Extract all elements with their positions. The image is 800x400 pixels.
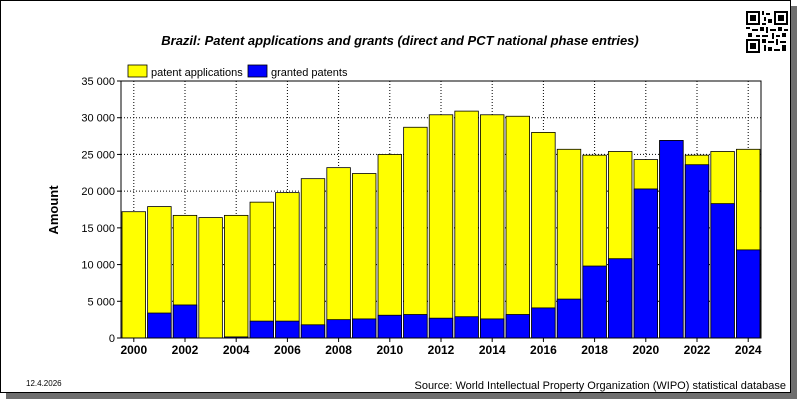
chart-title: Brazil: Patent applications and grants (…: [161, 33, 639, 48]
bar-grants: [736, 249, 761, 339]
y-tick-label: 20 000: [81, 186, 115, 198]
bar-applications: [326, 167, 351, 339]
bar-applications: [249, 201, 274, 339]
bar-applications: [454, 110, 479, 339]
frame-shadow-right: [791, 6, 797, 397]
bar-applications: [275, 192, 300, 339]
bar-applications: [505, 115, 530, 339]
bar-grants: [608, 258, 633, 339]
y-tick-label: 5 000: [87, 296, 115, 308]
x-tick-label: 2000: [120, 343, 147, 357]
x-tick-label: 2010: [376, 343, 403, 357]
qr-code-icon: [746, 11, 788, 53]
legend-label-grants: granted patents: [271, 67, 348, 79]
frame-shadow-bottom: [6, 393, 797, 399]
bar-applications: [352, 173, 377, 339]
x-tick-label: 2018: [581, 343, 608, 357]
bar-grants: [147, 312, 172, 339]
bar-grants: [352, 318, 377, 339]
bar-grants: [505, 314, 530, 339]
bar-grants: [684, 164, 710, 339]
bar-grants: [633, 188, 658, 339]
bar-applications: [531, 131, 556, 339]
bar-grants: [172, 304, 198, 339]
bars: [121, 110, 761, 339]
x-tick-label: 2020: [632, 343, 659, 357]
y-axis-ticks: 0 5 000 10 000 15 000 20 000 25 000 30 000 35 0…: [81, 76, 121, 345]
bar-grants: [556, 298, 582, 339]
y-tick-label: 30 000: [81, 113, 115, 125]
bar-grants: [480, 318, 505, 339]
legend: patent applications granted patents: [127, 64, 348, 79]
y-tick-label: 0: [109, 333, 115, 345]
y-tick-label: 15 000: [81, 223, 115, 235]
bar-grants: [300, 324, 326, 339]
bar-applications: [121, 211, 146, 339]
y-tick-label: 25 000: [81, 149, 115, 161]
bar-applications: [224, 214, 249, 339]
bar-grants: [659, 140, 684, 339]
x-axis-ticks: 2000 2002 2004 2006 2008 2010 2012 2014 2016 2018…: [120, 338, 762, 357]
bar-grants: [326, 319, 351, 339]
x-tick-label: 2012: [428, 343, 455, 357]
bar-applications: [480, 114, 505, 339]
legend-swatch-grants: [247, 64, 268, 78]
x-tick-label: 2016: [530, 343, 557, 357]
x-tick-label: 2024: [735, 343, 762, 357]
bar-grants: [454, 316, 479, 339]
y-axis-label: Amount: [46, 185, 61, 235]
bar-grants: [275, 320, 300, 339]
bar-grants: [403, 314, 428, 339]
bar-applications: [428, 114, 454, 339]
bar-grants: [428, 317, 454, 339]
x-tick-label: 2008: [325, 343, 352, 357]
legend-label-applications: patent applications: [151, 67, 243, 79]
bar-grants: [377, 314, 402, 339]
y-tick-label: 35 000: [81, 76, 115, 88]
x-tick-label: 2004: [223, 343, 250, 357]
bar-grants: [582, 265, 607, 339]
x-tick-label: 2006: [274, 343, 301, 357]
bar-grants: [249, 320, 274, 339]
bar-applications: [403, 126, 428, 339]
y-tick-label: 10 000: [81, 260, 115, 272]
x-tick-label: 2022: [684, 343, 711, 357]
footer-date: 12.4.2026: [26, 379, 62, 388]
bar-grants: [710, 203, 735, 339]
footer-source: Source: World Intellectual Property Orga…: [414, 380, 786, 392]
bar-applications: [300, 178, 326, 339]
bar-applications: [377, 154, 402, 339]
bar-grants: [531, 307, 556, 339]
legend-swatch-applications: [127, 64, 148, 78]
x-tick-label: 2014: [479, 343, 506, 357]
x-tick-label: 2002: [172, 343, 199, 357]
bar-applications: [198, 217, 223, 339]
